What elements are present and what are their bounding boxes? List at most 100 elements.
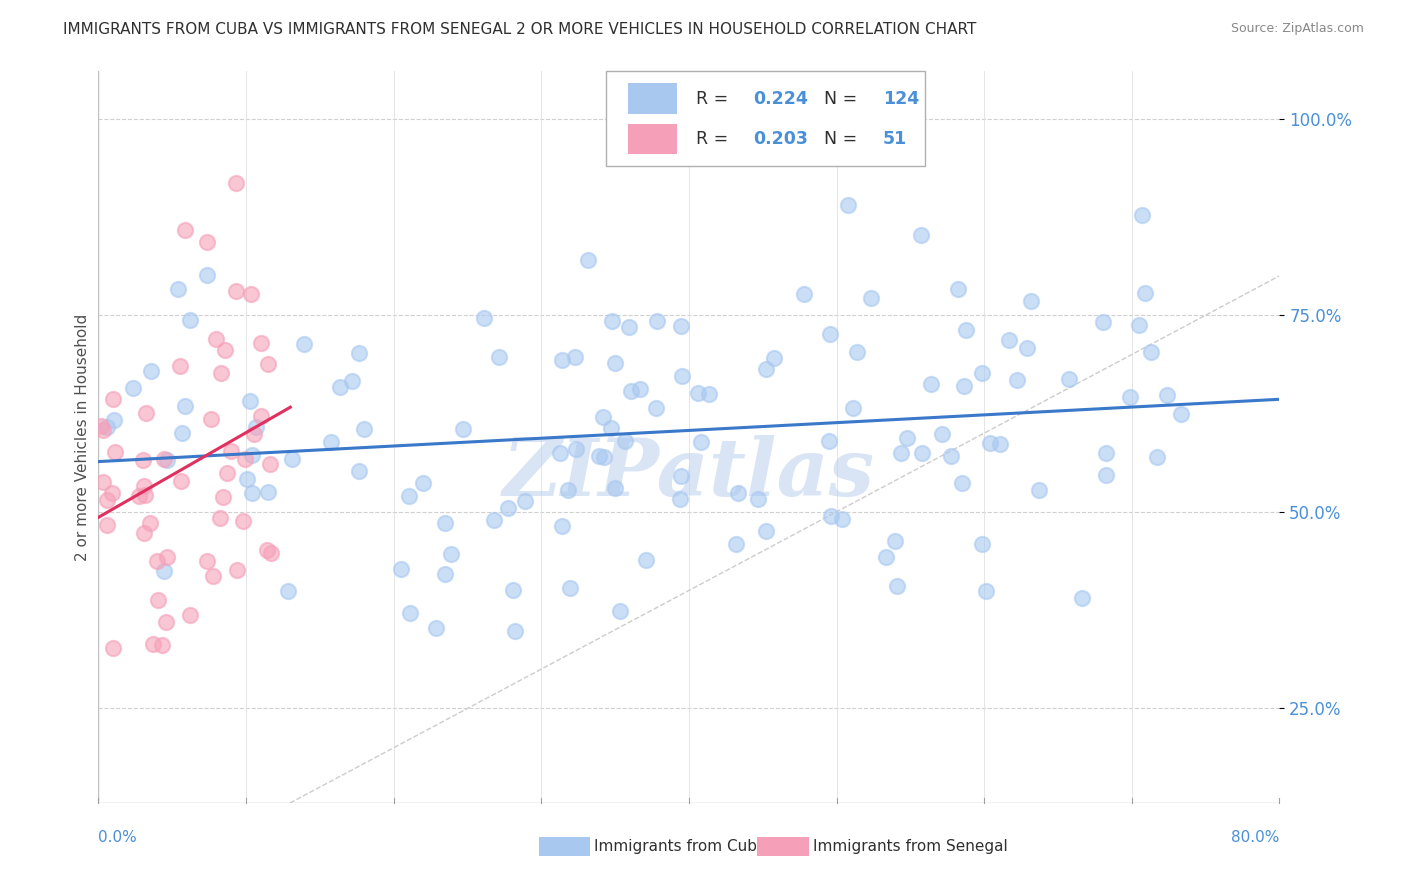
FancyBboxPatch shape (606, 71, 925, 167)
Point (281, 452, 304, 467)
Point (90, 418, 112, 433)
Point (153, 564, 176, 578)
FancyBboxPatch shape (538, 838, 591, 856)
Point (239, 287, 262, 301)
Point (217, 466, 239, 480)
Point (204, 332, 226, 346)
Point (170, 425, 193, 440)
Point (576, 252, 599, 267)
Point (103, 413, 125, 427)
Point (551, 353, 574, 368)
Point (605, 481, 627, 495)
Point (845, 345, 868, 359)
Point (239, 394, 262, 409)
Point (998, 333, 1021, 347)
Point (211, 490, 233, 504)
Point (1156, 388, 1178, 402)
Point (128, 489, 150, 503)
Point (911, 446, 934, 460)
Point (941, 449, 963, 463)
Point (138, 516, 160, 531)
Point (592, 450, 614, 465)
Point (792, 287, 814, 301)
Point (412, 475, 434, 490)
Point (146, 592, 169, 607)
Point (645, 313, 668, 327)
Point (671, 468, 693, 483)
Point (502, 582, 524, 597)
Point (91, 423, 114, 437)
Point (225, 563, 247, 577)
Text: 0.224: 0.224 (752, 90, 807, 108)
Point (100, 486, 122, 500)
Point (755, 361, 778, 376)
Point (950, 475, 973, 490)
Point (697, 386, 720, 401)
Point (617, 319, 640, 334)
Text: 0.0%: 0.0% (98, 830, 138, 846)
Point (754, 524, 776, 538)
Point (174, 399, 197, 413)
Point (425, 621, 447, 635)
Point (669, 491, 692, 506)
Point (818, 434, 841, 448)
Point (564, 350, 586, 364)
Point (890, 445, 912, 459)
Point (690, 434, 713, 449)
Point (565, 442, 588, 457)
Point (634, 553, 657, 567)
Point (209, 366, 232, 380)
Point (548, 445, 571, 459)
Point (202, 569, 225, 583)
Text: Immigrants from Senegal: Immigrants from Senegal (813, 839, 1008, 855)
Point (560, 581, 582, 595)
Point (134, 488, 156, 502)
Point (1070, 591, 1092, 605)
Text: 0.203: 0.203 (752, 130, 807, 148)
Point (170, 474, 193, 488)
Point (724, 536, 747, 550)
Point (1057, 372, 1080, 386)
Point (245, 419, 267, 434)
Point (472, 310, 495, 325)
Text: IMMIGRANTS FROM CUBA VS IMMIGRANTS FROM SENEGAL 2 OR MORE VEHICLES IN HOUSEHOLD : IMMIGRANTS FROM CUBA VS IMMIGRANTS FROM … (63, 22, 977, 37)
Point (259, 458, 281, 472)
Text: R =: R = (696, 90, 734, 108)
Point (883, 534, 905, 549)
Point (609, 604, 631, 618)
Point (620, 384, 643, 398)
Point (156, 550, 179, 565)
Point (671, 369, 693, 384)
Point (1135, 285, 1157, 300)
Point (256, 357, 278, 371)
Point (1095, 468, 1118, 483)
Point (174, 223, 197, 237)
FancyBboxPatch shape (758, 838, 808, 856)
Point (233, 452, 256, 467)
Point (242, 426, 264, 441)
Point (195, 554, 218, 568)
Point (875, 550, 897, 565)
Point (399, 606, 422, 620)
Point (747, 492, 769, 507)
Point (440, 547, 463, 561)
Point (96, 420, 118, 434)
Point (319, 435, 342, 450)
Point (152, 451, 174, 466)
Text: R =: R = (696, 130, 734, 148)
Point (1091, 315, 1114, 329)
Point (434, 516, 457, 530)
Point (353, 422, 375, 436)
Point (169, 359, 191, 374)
Point (329, 380, 352, 394)
Text: N =: N = (824, 130, 862, 148)
Point (1119, 390, 1142, 404)
Point (250, 336, 273, 351)
Point (179, 312, 201, 326)
Point (179, 607, 201, 622)
Point (142, 637, 165, 651)
Point (602, 314, 624, 328)
Point (342, 374, 364, 388)
Text: Immigrants from Cuba: Immigrants from Cuba (595, 839, 766, 855)
Point (197, 235, 219, 249)
